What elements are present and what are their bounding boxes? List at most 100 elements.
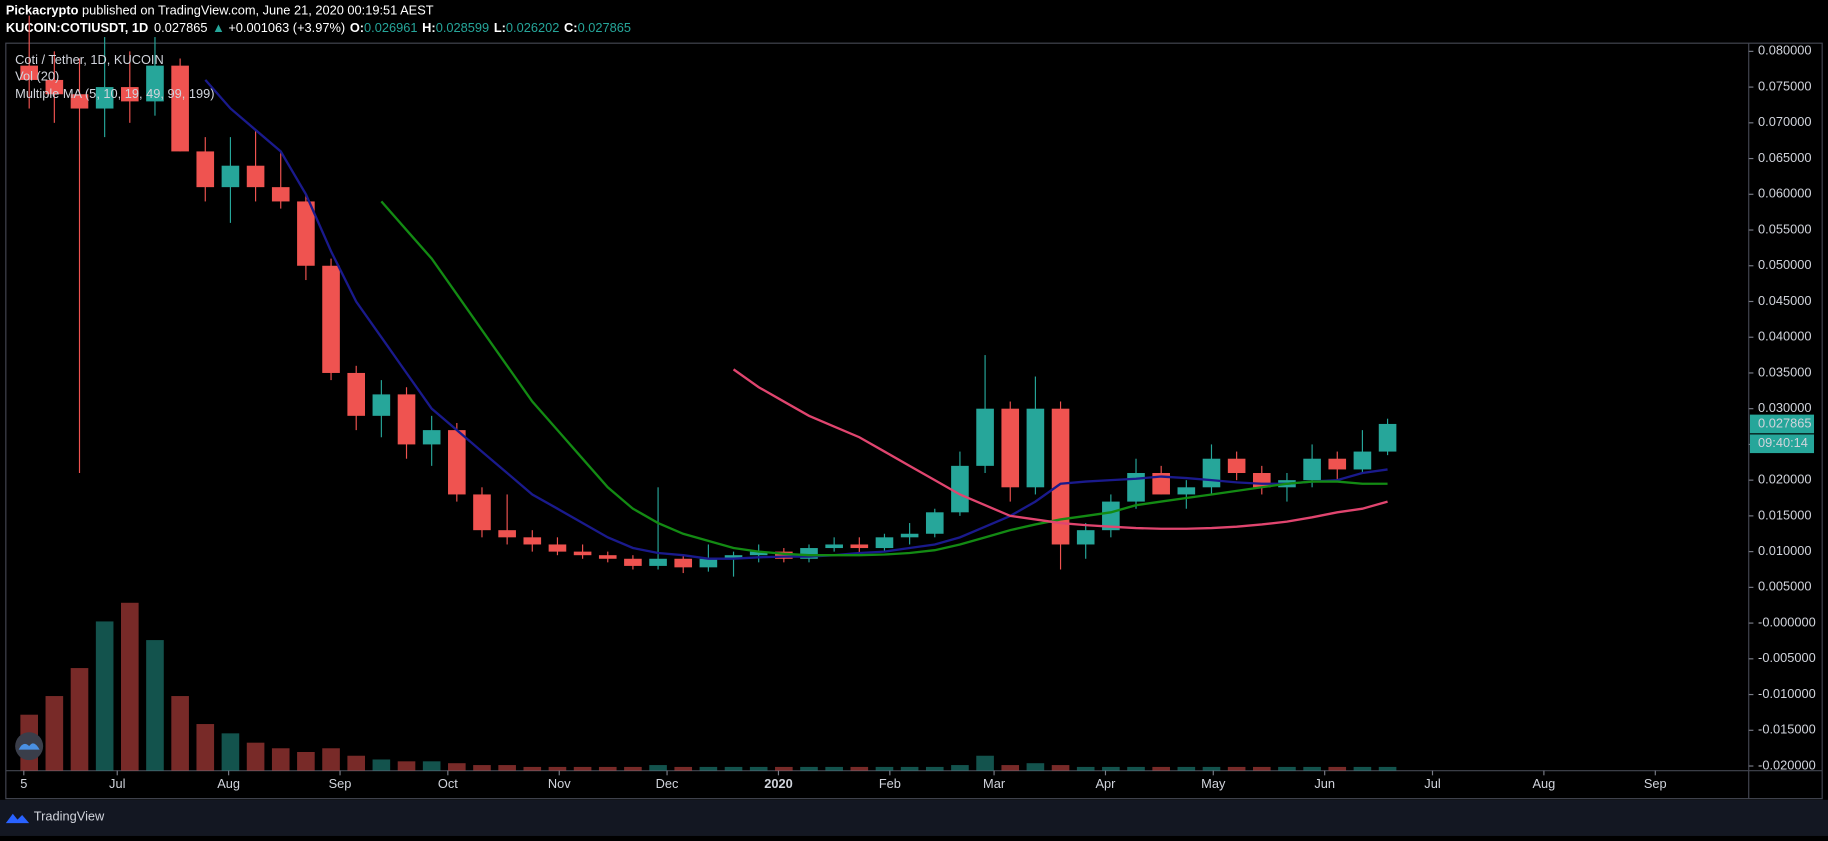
volume-bar bbox=[674, 766, 693, 771]
volume-bar bbox=[749, 766, 768, 771]
volume-bar bbox=[548, 766, 567, 771]
volume-bar bbox=[800, 766, 818, 771]
candle-body bbox=[372, 394, 391, 416]
volume-bar bbox=[146, 640, 164, 771]
footer-brand[interactable]: TradingView bbox=[34, 809, 105, 824]
candle-body bbox=[624, 558, 642, 566]
y-tick-label: 0.045000 bbox=[1758, 293, 1811, 308]
y-tick-label: 0.050000 bbox=[1758, 257, 1811, 272]
y-tick-label: 0.035000 bbox=[1758, 364, 1811, 379]
x-tick-label: Aug bbox=[217, 776, 240, 791]
y-tick-label: 0.055000 bbox=[1758, 221, 1811, 236]
x-tick-label: Oct bbox=[438, 776, 458, 791]
c-label: C: bbox=[564, 21, 578, 36]
candle-body bbox=[1001, 408, 1020, 488]
volume-bar bbox=[95, 621, 114, 771]
candle-body bbox=[800, 548, 818, 559]
candle-body bbox=[598, 555, 617, 559]
volume-bar bbox=[900, 766, 919, 771]
volume-bar bbox=[196, 724, 215, 771]
chart-title: Coti / Tether, 1D, KUCOIN bbox=[15, 52, 164, 67]
candle-body bbox=[749, 551, 768, 556]
volume-bar bbox=[850, 766, 869, 771]
volume-bar bbox=[1026, 763, 1045, 771]
y-tick-label: 0.065000 bbox=[1758, 150, 1811, 165]
x-tick-label: Mar bbox=[983, 776, 1006, 791]
y-tick-label: 0.030000 bbox=[1758, 400, 1811, 415]
volume-bar bbox=[1102, 766, 1120, 771]
candle-body bbox=[900, 533, 919, 538]
price: 0.027865 bbox=[154, 21, 207, 36]
change: +0.001063 (+3.97%) bbox=[228, 21, 345, 36]
volume-bar bbox=[649, 765, 667, 771]
candle-body bbox=[850, 544, 869, 549]
o-value: 0.026961 bbox=[364, 21, 417, 36]
volume-bar bbox=[171, 696, 189, 771]
candle-body bbox=[297, 201, 315, 266]
candle-body bbox=[221, 165, 240, 188]
y-tick-label: 0.060000 bbox=[1758, 186, 1811, 201]
candle-body bbox=[246, 165, 265, 188]
ma-line bbox=[732, 368, 1388, 530]
countdown: 09:40:14 bbox=[1758, 435, 1808, 450]
candle-body bbox=[146, 65, 164, 102]
volume-bar bbox=[372, 759, 391, 771]
x-tick-label: Dec bbox=[656, 776, 679, 791]
h-label: H: bbox=[422, 21, 436, 36]
volume-bar bbox=[45, 696, 64, 771]
ma-line bbox=[380, 200, 1388, 557]
candle-body bbox=[674, 558, 693, 568]
candle-body bbox=[1227, 458, 1246, 474]
volume-bar bbox=[297, 752, 315, 771]
volume-bar bbox=[422, 761, 441, 771]
candle-body bbox=[775, 551, 793, 559]
author[interactable]: Pickacrypto bbox=[6, 3, 79, 18]
candle-body bbox=[951, 465, 969, 513]
volume-bar bbox=[775, 766, 793, 771]
volume-bar bbox=[523, 766, 542, 771]
plot-area bbox=[20, 15, 1397, 771]
volume-bar bbox=[925, 766, 944, 771]
candle-body bbox=[1127, 473, 1145, 502]
footer-bar bbox=[0, 799, 1828, 836]
h-value: 0.028599 bbox=[436, 21, 489, 36]
volume-bar bbox=[70, 668, 89, 771]
arrow: ▲ bbox=[212, 21, 225, 36]
volume-bar bbox=[1051, 765, 1070, 771]
volume-bar bbox=[624, 766, 642, 771]
candle-body bbox=[724, 555, 743, 559]
volume-bar bbox=[1001, 765, 1020, 771]
volume-bar bbox=[1378, 766, 1397, 771]
volume-bar bbox=[976, 755, 994, 771]
volume-bar bbox=[498, 765, 516, 771]
symbol: KUCOIN:COTIUSDT, 1D bbox=[6, 21, 148, 36]
candle-body bbox=[448, 430, 466, 495]
volume-bar bbox=[1278, 766, 1296, 771]
candle-body bbox=[498, 530, 516, 538]
price-tag: 0.027865 bbox=[1758, 415, 1811, 430]
y-tick-label: -0.020000 bbox=[1758, 757, 1816, 772]
candle-body bbox=[1177, 487, 1196, 495]
indicator-label[interactable]: Multiple MA (5, 10, 19, 49, 99, 199) bbox=[15, 86, 214, 101]
published: published on TradingView.com, June 21, 2… bbox=[82, 3, 434, 18]
volume-bar bbox=[246, 742, 265, 771]
tv-badge[interactable] bbox=[15, 732, 44, 761]
volume-bar bbox=[271, 748, 290, 771]
c-value: 0.027865 bbox=[578, 21, 631, 36]
volume-bar bbox=[724, 766, 743, 771]
y-tick-label: 0.075000 bbox=[1758, 78, 1811, 93]
candle-body bbox=[875, 537, 894, 549]
indicator-label[interactable]: Vol (20) bbox=[15, 68, 59, 83]
volume-bar bbox=[825, 766, 843, 771]
candle-body bbox=[649, 558, 667, 566]
volume-bar bbox=[1202, 766, 1221, 771]
x-tick-label: 5 bbox=[20, 776, 27, 791]
l-label: L: bbox=[494, 21, 506, 36]
x-tick-label: Sep bbox=[329, 776, 352, 791]
x-tick-label: Jun bbox=[1314, 776, 1335, 791]
x-tick-label: Sep bbox=[1644, 776, 1667, 791]
x-tick-label: 2020 bbox=[764, 776, 793, 791]
candle-body bbox=[1102, 501, 1120, 531]
symbol-line: KUCOIN:COTIUSDT, 1D 0.027865 ▲ +0.001063 (+… bbox=[6, 21, 631, 36]
